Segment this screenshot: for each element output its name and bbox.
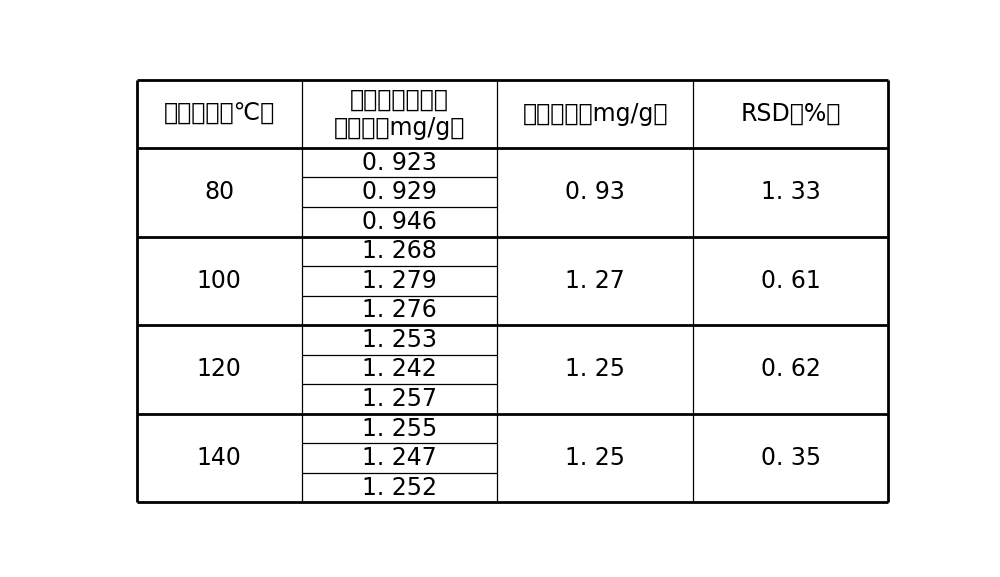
Text: 松脂醇二葡萄糖
苷含量（mg/g）: 松脂醇二葡萄糖 苷含量（mg/g） (334, 88, 465, 140)
Text: 1. 242: 1. 242 (362, 358, 437, 381)
Text: 100: 100 (197, 269, 242, 293)
Text: 1. 33: 1. 33 (761, 180, 821, 204)
Text: 1. 27: 1. 27 (565, 269, 625, 293)
Text: 1. 255: 1. 255 (362, 417, 437, 441)
Text: 0. 946: 0. 946 (362, 210, 437, 234)
Text: 120: 120 (197, 358, 242, 381)
Text: 140: 140 (197, 446, 242, 470)
Text: 萃取温度（℃）: 萃取温度（℃） (164, 102, 275, 126)
Text: 1. 25: 1. 25 (565, 358, 625, 381)
Text: 1. 252: 1. 252 (362, 475, 437, 500)
Text: 1. 276: 1. 276 (362, 298, 437, 323)
Text: 1. 253: 1. 253 (362, 328, 437, 352)
Text: 0. 61: 0. 61 (761, 269, 821, 293)
Text: 1. 25: 1. 25 (565, 446, 625, 470)
Text: 0. 35: 0. 35 (761, 446, 821, 470)
Text: 1. 279: 1. 279 (362, 269, 437, 293)
Text: 0. 93: 0. 93 (565, 180, 625, 204)
Text: 0. 929: 0. 929 (362, 180, 437, 204)
Text: 1. 247: 1. 247 (362, 446, 437, 470)
Text: 1. 268: 1. 268 (362, 239, 437, 263)
Text: 1. 257: 1. 257 (362, 387, 437, 411)
Text: 80: 80 (204, 180, 234, 204)
Text: 0. 62: 0. 62 (761, 358, 821, 381)
Text: 0. 923: 0. 923 (362, 151, 437, 175)
Text: 平均含量（mg/g）: 平均含量（mg/g） (522, 102, 668, 126)
Text: RSD（%）: RSD（%） (740, 102, 841, 126)
